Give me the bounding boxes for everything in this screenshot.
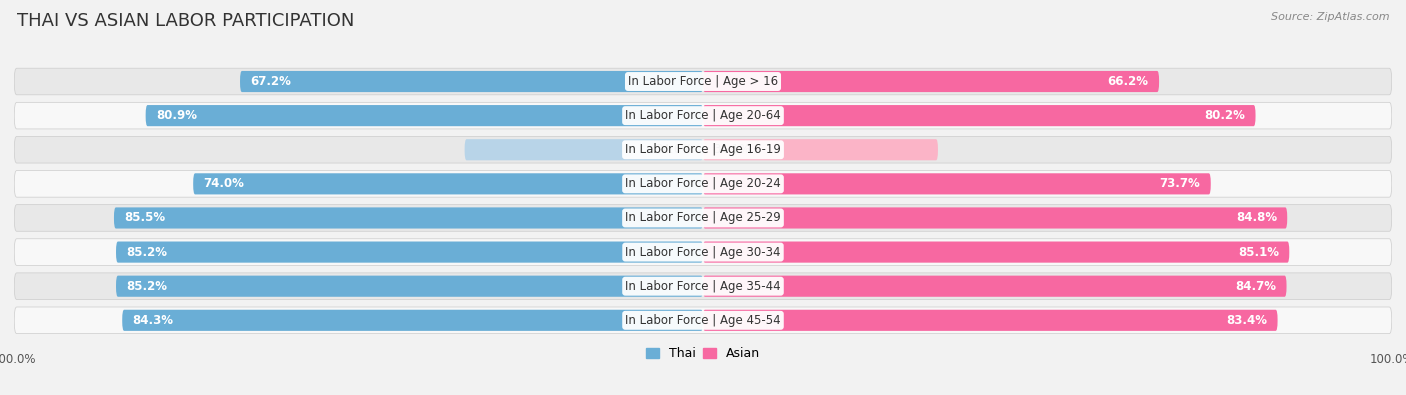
Text: 80.2%: 80.2% [1205,109,1246,122]
Text: In Labor Force | Age 25-29: In Labor Force | Age 25-29 [626,211,780,224]
Text: 66.2%: 66.2% [1108,75,1149,88]
FancyBboxPatch shape [14,273,1392,299]
FancyBboxPatch shape [114,207,703,229]
FancyBboxPatch shape [703,241,1289,263]
Text: 83.4%: 83.4% [1226,314,1267,327]
FancyBboxPatch shape [117,276,703,297]
FancyBboxPatch shape [703,173,1211,194]
Text: 74.0%: 74.0% [204,177,245,190]
FancyBboxPatch shape [14,136,1392,163]
Text: In Labor Force | Age 35-44: In Labor Force | Age 35-44 [626,280,780,293]
Text: In Labor Force | Age 16-19: In Labor Force | Age 16-19 [626,143,780,156]
Text: In Labor Force | Age 45-54: In Labor Force | Age 45-54 [626,314,780,327]
FancyBboxPatch shape [703,139,938,160]
Text: 67.2%: 67.2% [250,75,291,88]
Text: 85.2%: 85.2% [127,246,167,259]
FancyBboxPatch shape [14,307,1392,334]
FancyBboxPatch shape [703,310,1278,331]
Text: 84.7%: 84.7% [1236,280,1277,293]
FancyBboxPatch shape [240,71,703,92]
Text: Source: ZipAtlas.com: Source: ZipAtlas.com [1271,12,1389,22]
Text: 85.1%: 85.1% [1237,246,1279,259]
FancyBboxPatch shape [14,68,1392,95]
FancyBboxPatch shape [14,102,1392,129]
FancyBboxPatch shape [703,276,1286,297]
Text: 85.2%: 85.2% [127,280,167,293]
Text: 34.6%: 34.6% [655,143,693,156]
FancyBboxPatch shape [193,173,703,194]
FancyBboxPatch shape [122,310,703,331]
FancyBboxPatch shape [14,205,1392,231]
Text: In Labor Force | Age > 16: In Labor Force | Age > 16 [628,75,778,88]
FancyBboxPatch shape [703,207,1288,229]
FancyBboxPatch shape [14,171,1392,197]
Text: 85.5%: 85.5% [124,211,166,224]
FancyBboxPatch shape [703,105,1256,126]
Text: 84.3%: 84.3% [132,314,173,327]
Text: In Labor Force | Age 30-34: In Labor Force | Age 30-34 [626,246,780,259]
FancyBboxPatch shape [464,139,703,160]
Text: THAI VS ASIAN LABOR PARTICIPATION: THAI VS ASIAN LABOR PARTICIPATION [17,12,354,30]
Legend: Thai, Asian: Thai, Asian [641,342,765,365]
Text: In Labor Force | Age 20-64: In Labor Force | Age 20-64 [626,109,780,122]
Text: 84.8%: 84.8% [1236,211,1277,224]
FancyBboxPatch shape [146,105,703,126]
Text: 80.9%: 80.9% [156,109,197,122]
Text: 73.7%: 73.7% [1160,177,1201,190]
Text: In Labor Force | Age 20-24: In Labor Force | Age 20-24 [626,177,780,190]
FancyBboxPatch shape [14,239,1392,265]
Text: 34.1%: 34.1% [713,143,751,156]
FancyBboxPatch shape [703,71,1159,92]
FancyBboxPatch shape [117,241,703,263]
